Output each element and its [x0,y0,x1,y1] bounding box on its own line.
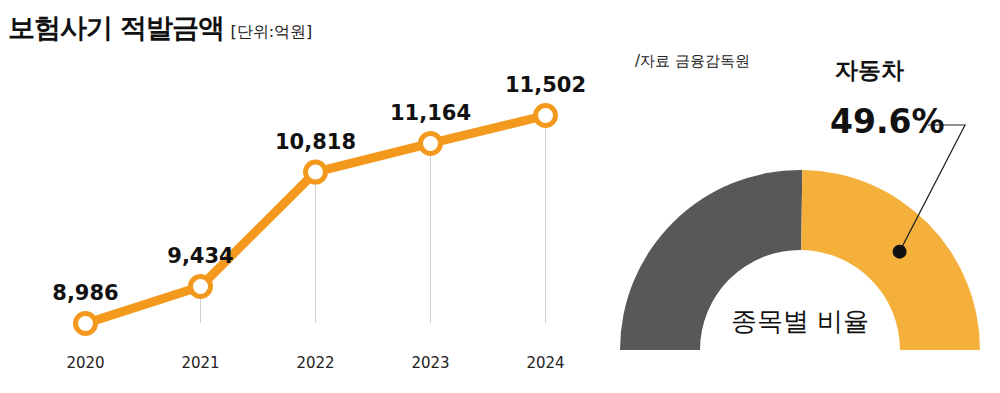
html-text:보험사기 적발금액 [단위:억원]: 보험사기 적발금액 [단위:억원] [8,12,313,43]
svg-text:자동차: 자동차 [835,57,904,83]
svg-text:2022: 2022 [296,354,334,372]
svg-text:/자료 금융감독원: /자료 금융감독원 [635,52,750,70]
svg-text:11,164: 11,164 [390,101,471,125]
svg-text:8,986: 8,986 [52,281,118,305]
svg-text:2020: 2020 [66,354,104,372]
svg-text:2024: 2024 [526,354,564,372]
svg-text:49.6%: 49.6% [830,102,945,141]
svg-text:11,502: 11,502 [505,73,586,97]
svg-text:2023: 2023 [411,354,449,372]
svg-text:종목별 비율: 종목별 비율 [731,306,869,336]
svg-text:10,818: 10,818 [275,130,356,154]
svg-text:9,434: 9,434 [167,244,233,268]
svg-text:2021: 2021 [181,354,219,372]
